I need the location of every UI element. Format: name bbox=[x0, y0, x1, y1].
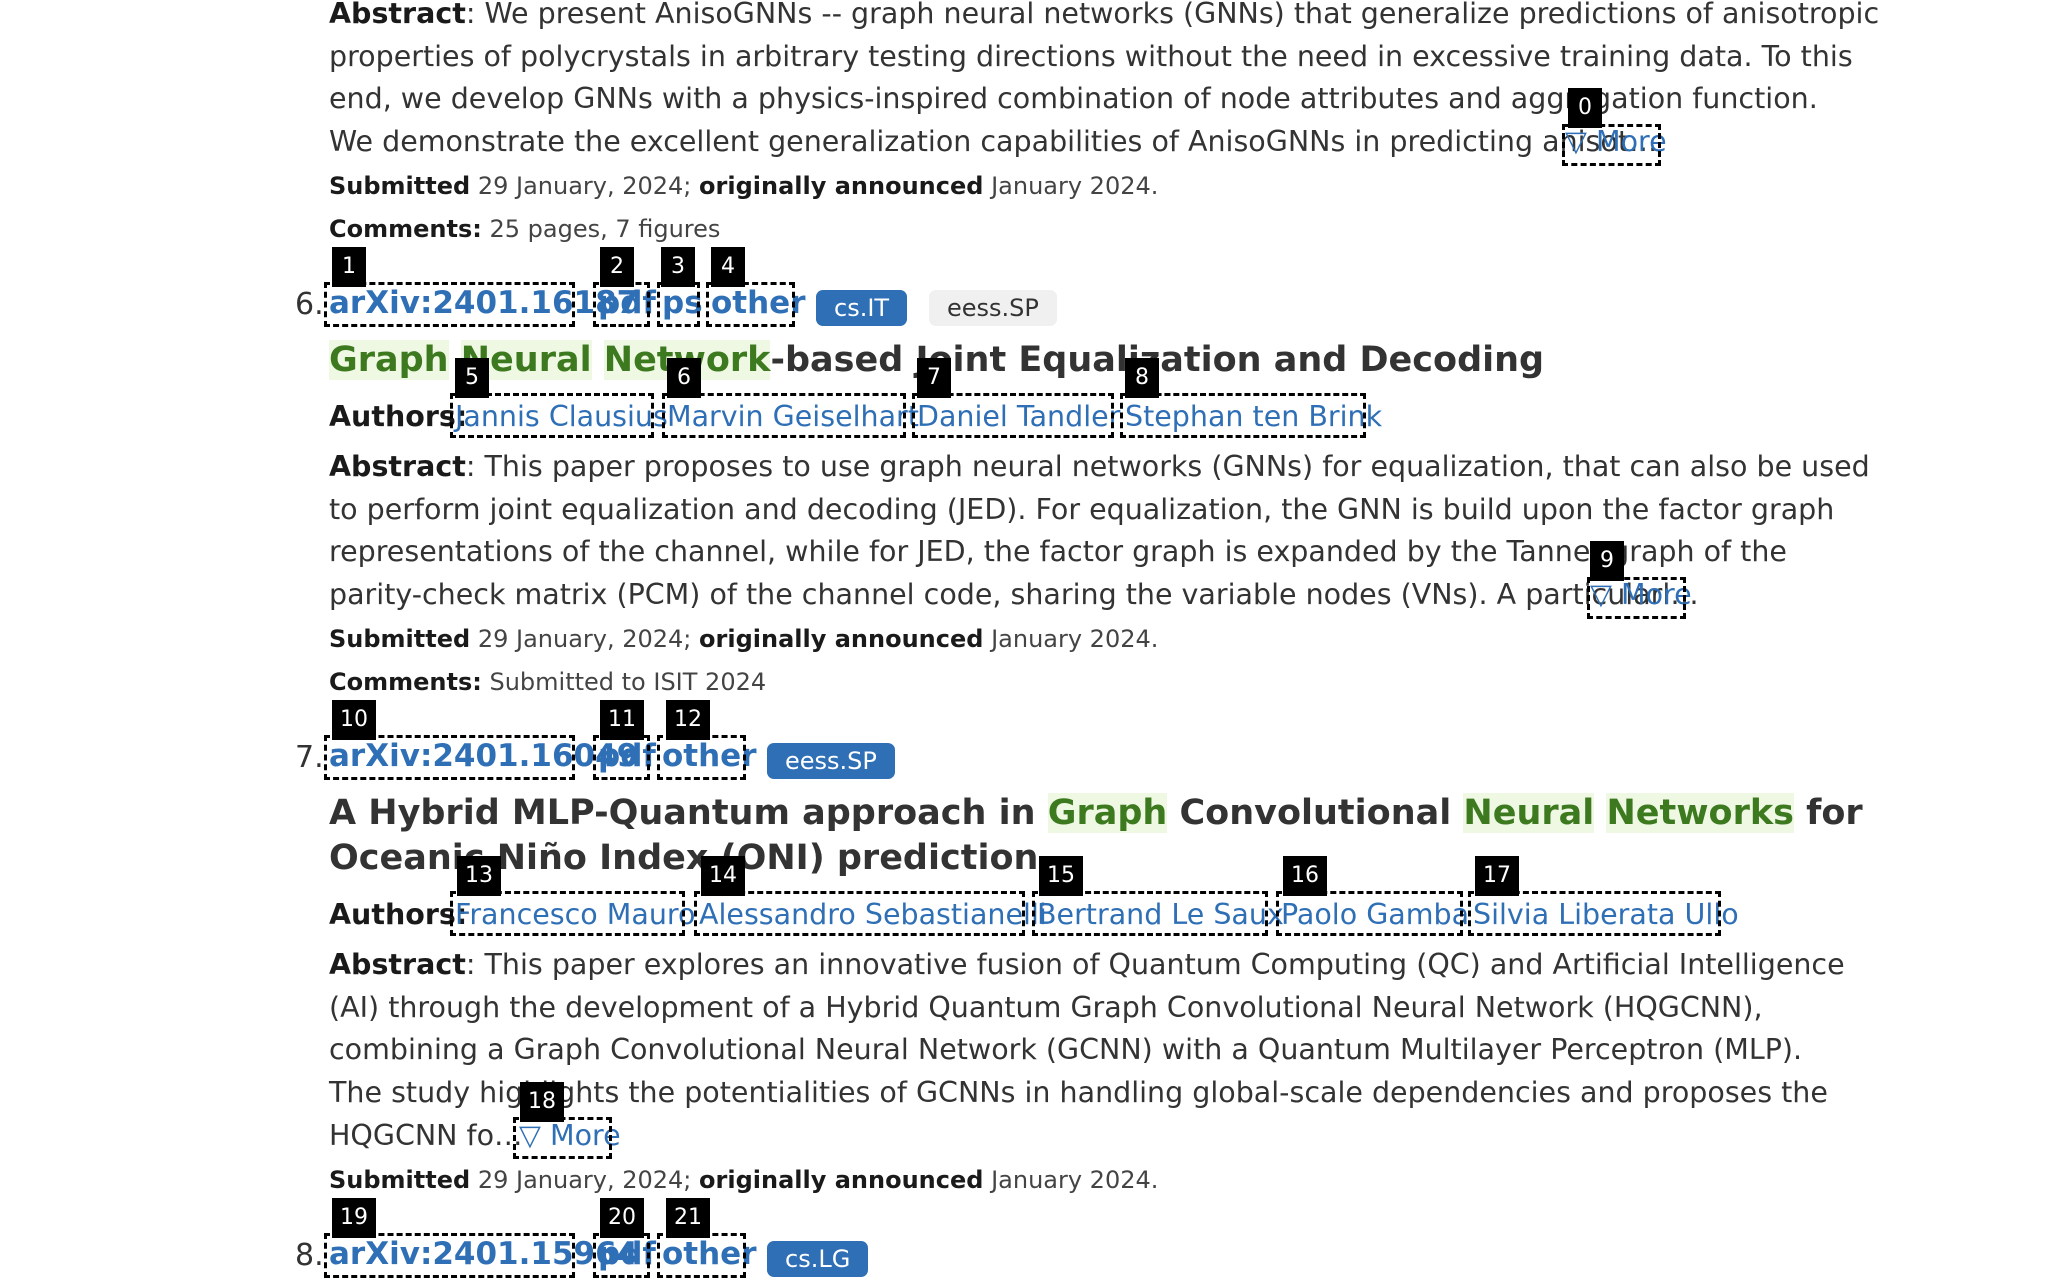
mark-box bbox=[324, 735, 575, 780]
mark-box bbox=[1468, 891, 1721, 936]
pdf-link[interactable]: pdf bbox=[598, 738, 656, 774]
more-link[interactable]: ▽ More bbox=[1590, 578, 1692, 611]
abstract-label: Abstract bbox=[329, 0, 466, 30]
abstract-line: combining a Graph Convolutional Neural N… bbox=[329, 1033, 1803, 1066]
mark-badge: 6 bbox=[667, 358, 701, 398]
mark-badge: 10 bbox=[332, 700, 376, 740]
mark-box bbox=[593, 282, 650, 327]
author-link[interactable]: Jannis Clausius bbox=[455, 400, 668, 433]
authors-label: Authors: bbox=[329, 400, 468, 433]
pdf-link[interactable]: pdf bbox=[598, 285, 656, 321]
mark-box bbox=[1120, 393, 1366, 438]
authors-line: Authors: bbox=[329, 894, 467, 936]
abstract-line: properties of polycrystals in arbitrary … bbox=[329, 40, 1853, 73]
mark-box bbox=[657, 735, 746, 780]
mark-box bbox=[324, 1233, 575, 1278]
mark-badge: 2 bbox=[600, 247, 634, 287]
primary-category-tag: cs.IT bbox=[816, 290, 908, 326]
mark-box bbox=[1587, 577, 1686, 619]
more-link[interactable]: ▽ More bbox=[519, 1119, 621, 1152]
author-link[interactable]: Marvin Geiselhart bbox=[667, 400, 919, 433]
mark-badge: 16 bbox=[1283, 856, 1327, 896]
abstract-line: to perform joint equalization and decodi… bbox=[329, 493, 1835, 526]
comments-line: Comments: 25 pages, 7 figures bbox=[329, 215, 721, 243]
abstract-line: The study highlights the potentialities … bbox=[329, 1076, 1828, 1109]
author-link[interactable]: Alessandro Sebastianelli bbox=[699, 898, 1047, 931]
mark-box bbox=[694, 891, 1025, 936]
arxiv-id-link[interactable]: arXiv:2401.16049 bbox=[329, 738, 639, 774]
mark-badge: 9 bbox=[1590, 541, 1624, 581]
mark-badge: 13 bbox=[457, 856, 501, 896]
mark-badge: 0 bbox=[1568, 88, 1602, 128]
mark-box bbox=[324, 282, 575, 327]
abstract-label: Abstract bbox=[329, 948, 466, 981]
arxiv-id-link[interactable]: arXiv:2401.16187 bbox=[329, 285, 639, 321]
author-link[interactable]: Bertrand Le Saux bbox=[1037, 898, 1284, 931]
abstract-line: representations of the channel, while fo… bbox=[329, 535, 1787, 568]
mark-badge: 12 bbox=[666, 700, 710, 740]
ps-link[interactable]: ps bbox=[662, 285, 703, 321]
author-link[interactable]: Silvia Liberata Ullo bbox=[1473, 898, 1739, 931]
mark-box bbox=[450, 891, 685, 936]
list-number: 6. bbox=[295, 287, 324, 322]
mark-box bbox=[657, 282, 700, 327]
mark-badge: 11 bbox=[600, 700, 644, 740]
mark-badge: 14 bbox=[701, 856, 745, 896]
abstract-line: HQGCNN fo… bbox=[329, 1119, 523, 1152]
paper-title: A Hybrid MLP-Quantum approach in Graph C… bbox=[329, 793, 1863, 833]
submitted-line: Submitted 29 January, 2024; originally a… bbox=[329, 625, 1159, 653]
author-link[interactable]: Francesco Mauro bbox=[455, 898, 696, 931]
comments-line: Comments: Submitted to ISIT 2024 bbox=[329, 668, 767, 696]
author-link[interactable]: Daniel Tandler bbox=[917, 400, 1121, 433]
list-number: 7. bbox=[295, 740, 324, 775]
mark-badge: 1 bbox=[332, 247, 366, 287]
mark-box bbox=[513, 1117, 612, 1159]
mark-box bbox=[1032, 891, 1268, 936]
abstract-line: Abstract: This paper explores an innovat… bbox=[329, 948, 1845, 981]
mark-badge: 18 bbox=[520, 1082, 564, 1122]
mark-badge: 8 bbox=[1125, 358, 1159, 398]
authors-line: Authors: bbox=[329, 396, 467, 438]
more-link[interactable]: ▽ More bbox=[1565, 125, 1667, 158]
other-link[interactable]: other bbox=[662, 738, 757, 774]
abstract-line: Abstract: This paper proposes to use gra… bbox=[329, 450, 1870, 483]
mark-badge: 3 bbox=[661, 247, 695, 287]
author-link[interactable]: Stephan ten Brink bbox=[1125, 400, 1383, 433]
mark-box bbox=[1562, 124, 1661, 166]
abstract-line: parity-check matrix (PCM) of the channel… bbox=[329, 578, 1699, 611]
paper-title-line2: Oceanic Niño Index (ONI) prediction bbox=[329, 838, 1039, 878]
author-link[interactable]: Paolo Gamba bbox=[1281, 898, 1470, 931]
mark-badge: 17 bbox=[1475, 856, 1519, 896]
list-number: 8. bbox=[295, 1238, 324, 1273]
secondary-category-tag: eess.SP bbox=[929, 290, 1057, 326]
primary-category-tag: cs.LG bbox=[767, 1241, 869, 1277]
abstract-line: Abstract: We present AnisoGNNs -- graph … bbox=[329, 0, 1879, 35]
mark-box bbox=[1276, 891, 1463, 936]
other-link[interactable]: other bbox=[711, 285, 806, 321]
authors-label: Authors: bbox=[329, 898, 468, 931]
mark-badge: 15 bbox=[1039, 856, 1083, 896]
mark-badge: 4 bbox=[711, 247, 745, 287]
abstract-line: We demonstrate the excellent generalizat… bbox=[329, 125, 1658, 158]
mark-box bbox=[593, 1233, 650, 1278]
mark-badge: 5 bbox=[455, 358, 489, 398]
mark-badge: 21 bbox=[666, 1198, 710, 1238]
mark-badge: 19 bbox=[332, 1198, 376, 1238]
mark-box bbox=[450, 393, 654, 438]
abstract-label: Abstract bbox=[329, 450, 466, 483]
mark-box bbox=[912, 393, 1114, 438]
mark-box bbox=[662, 393, 906, 438]
mark-badge: 20 bbox=[600, 1198, 644, 1238]
abstract-line: (AI) through the development of a Hybrid… bbox=[329, 991, 1763, 1024]
primary-category-tag: eess.SP bbox=[767, 743, 895, 779]
submitted-line: Submitted 29 January, 2024; originally a… bbox=[329, 1166, 1159, 1194]
mark-box bbox=[593, 735, 650, 780]
submitted-line: Submitted 29 January, 2024; originally a… bbox=[329, 172, 1159, 200]
mark-box bbox=[706, 282, 795, 327]
mark-badge: 7 bbox=[917, 358, 951, 398]
mark-box bbox=[657, 1233, 746, 1278]
